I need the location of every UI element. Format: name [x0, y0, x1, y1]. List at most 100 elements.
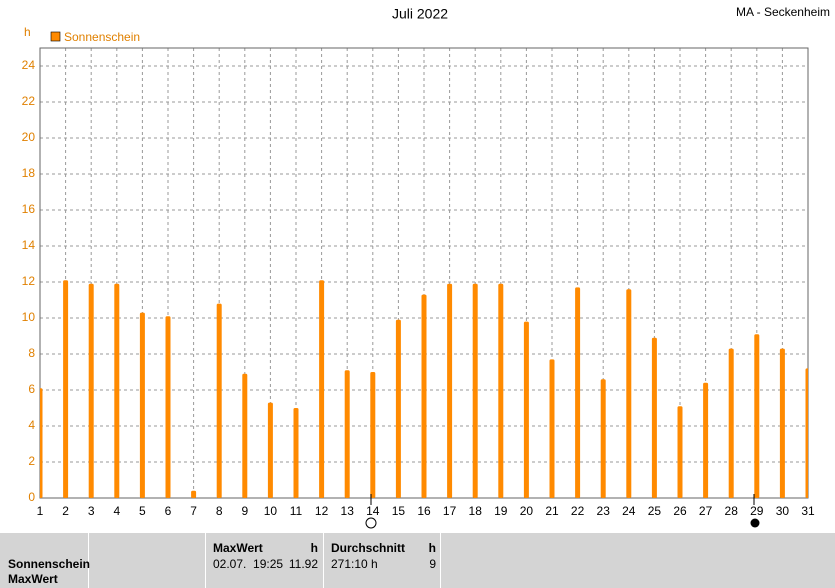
bar: [600, 379, 606, 498]
bar: [549, 359, 555, 498]
x-tick-label: 11: [290, 504, 303, 518]
y-tick-label: 2: [28, 454, 35, 468]
bar: [728, 348, 734, 498]
bar: [677, 406, 683, 498]
x-tick-label: 19: [494, 504, 508, 518]
bar: [319, 280, 325, 498]
x-tick-label: 15: [392, 504, 406, 518]
separator: [323, 533, 324, 588]
cell: 11.92: [288, 557, 318, 571]
x-tick-label: 9: [241, 504, 248, 518]
separator: [88, 533, 89, 588]
bar: [242, 373, 248, 498]
column-header: MaxWert: [213, 541, 263, 555]
separator: [440, 533, 441, 588]
bar: [575, 287, 581, 498]
y-tick-label: 20: [22, 130, 36, 144]
y-tick-label: 18: [22, 166, 36, 180]
y-axis-label: h: [24, 25, 31, 39]
bar: [165, 316, 171, 498]
y-tick-label: 14: [22, 238, 36, 252]
y-tick-label: 16: [22, 202, 36, 216]
x-tick-label: 1: [37, 504, 44, 518]
cell: 9: [429, 557, 436, 571]
bar: [626, 289, 632, 498]
x-tick-label: 24: [622, 504, 636, 518]
x-tick-label: 6: [165, 504, 172, 518]
cell: 271:10 h: [331, 557, 378, 571]
stats-panel: Sonnenschein MaxWert MaxWert h 02.07. 19:25 1…: [0, 533, 835, 588]
x-tick-label: 17: [443, 504, 457, 518]
bar: [703, 382, 709, 498]
x-tick-label: 16: [417, 504, 431, 518]
x-tick-label: 31: [801, 504, 815, 518]
bar: [216, 303, 222, 498]
x-tick-label: 27: [699, 504, 713, 518]
bar: [421, 294, 427, 498]
legend-label: Sonnenschein: [64, 30, 140, 44]
y-tick-label: 10: [22, 310, 36, 324]
x-tick-label: 12: [315, 504, 329, 518]
bar: [267, 402, 273, 498]
bar: [63, 280, 69, 498]
cell: 02.07. 19:25: [213, 557, 284, 571]
y-tick-label: 8: [28, 346, 35, 360]
bar: [191, 490, 197, 498]
bar: [779, 348, 785, 498]
bar: [498, 283, 504, 498]
chart-title: Juli 2022: [392, 6, 448, 22]
bar: [88, 283, 94, 498]
legend-swatch: [50, 31, 61, 42]
y-tick-label: 24: [22, 58, 36, 72]
x-tick-label: 22: [571, 504, 585, 518]
bar: [40, 388, 43, 498]
column-unit: h: [310, 541, 318, 555]
x-tick-label: 20: [520, 504, 534, 518]
bar: [447, 283, 453, 498]
bar: [370, 372, 376, 498]
bar: [344, 370, 350, 498]
column-unit: h: [428, 541, 436, 555]
x-tick-label: 8: [216, 504, 223, 518]
x-tick-label: 7: [190, 504, 197, 518]
x-tick-label: 4: [113, 504, 120, 518]
separator: [205, 533, 206, 588]
bar: [754, 334, 760, 498]
bar: [139, 312, 145, 498]
new-moon-icon: [750, 518, 760, 528]
bar: [472, 283, 478, 498]
y-tick-label: 12: [22, 274, 36, 288]
row-label: Sonnenschein: [8, 557, 91, 571]
row-label: MaxWert: [8, 572, 58, 586]
location: MA - Seckenheim: [736, 5, 830, 19]
x-tick-label: 25: [648, 504, 662, 518]
x-tick-label: 29: [750, 504, 764, 518]
x-tick-label: 30: [776, 504, 790, 518]
column-header: Durchschnitt: [331, 541, 406, 555]
x-tick-label: 2: [62, 504, 69, 518]
x-tick-label: 23: [597, 504, 611, 518]
bar: [651, 337, 657, 498]
x-tick-label: 26: [673, 504, 687, 518]
chart: Juli 2022 MA - Seckenheim h 024681012141…: [22, 5, 830, 529]
full-moon-icon: [365, 517, 377, 529]
bar: [114, 283, 120, 498]
y-tick-label: 6: [28, 382, 35, 396]
bar: [395, 319, 401, 498]
bar: [805, 368, 808, 498]
x-tick-label: 28: [725, 504, 739, 518]
y-tick-label: 4: [28, 418, 35, 432]
y-tick-label: 0: [28, 490, 35, 504]
x-tick-label: 3: [88, 504, 95, 518]
bar: [293, 408, 299, 498]
x-tick-label: 10: [264, 504, 278, 518]
y-tick-label: 22: [22, 94, 36, 108]
x-tick-label: 21: [545, 504, 559, 518]
bars: [40, 280, 808, 498]
x-tick-label: 13: [341, 504, 355, 518]
x-tick-label: 14: [366, 504, 380, 518]
bar: [523, 321, 529, 498]
x-tick-label: 5: [139, 504, 146, 518]
x-tick-label: 18: [469, 504, 483, 518]
